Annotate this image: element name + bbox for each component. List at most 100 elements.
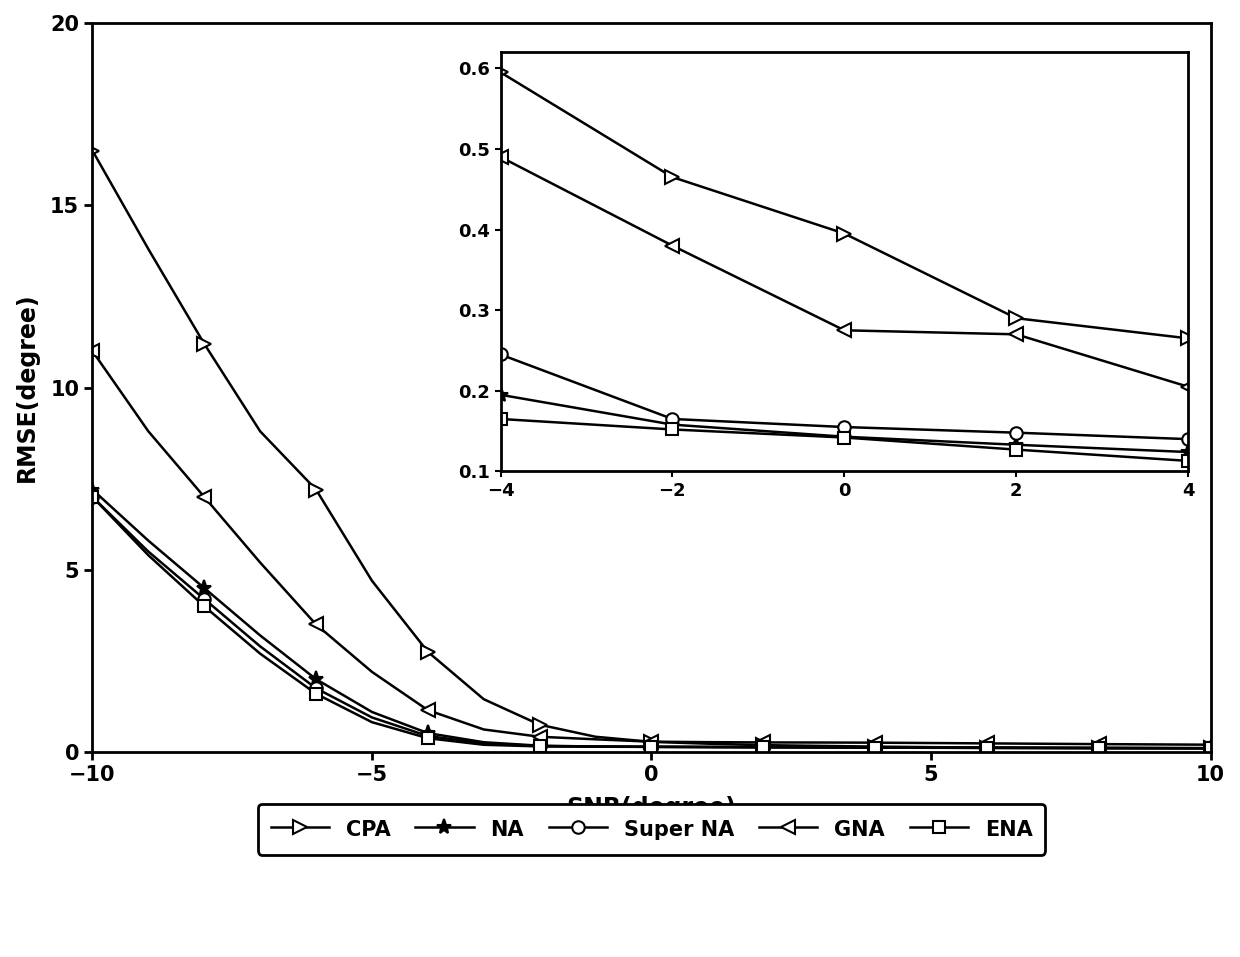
Super NA (1203, 743, 1218, 754)
ENA (309, 688, 324, 700)
NA (309, 674, 324, 685)
ENA (756, 742, 771, 753)
GNA (980, 738, 994, 749)
GNA (699, 736, 714, 747)
ENA (253, 648, 268, 659)
CPA (141, 243, 156, 255)
NA (588, 741, 603, 752)
GNA (86, 345, 100, 357)
Legend: CPA, NA, Super NA, GNA, ENA: CPA, NA, Super NA, GNA, ENA (258, 804, 1045, 855)
ENA (980, 743, 994, 754)
Super NA (924, 742, 939, 753)
CPA (309, 484, 324, 496)
GNA (1147, 739, 1162, 750)
CPA (588, 731, 603, 743)
CPA (420, 646, 435, 657)
CPA (699, 738, 714, 749)
CPA (980, 742, 994, 753)
Super NA (1147, 743, 1162, 754)
CPA (1091, 743, 1106, 754)
NA (699, 742, 714, 753)
CPA (253, 426, 268, 437)
NA (141, 535, 156, 546)
NA (1203, 743, 1218, 754)
CPA (1147, 743, 1162, 754)
NA (86, 484, 100, 496)
Line: Super NA: Super NA (87, 491, 1216, 754)
ENA (476, 739, 491, 750)
Super NA (1091, 743, 1106, 754)
CPA (86, 145, 100, 156)
NA (980, 742, 994, 753)
Super NA (365, 712, 379, 723)
Super NA (1035, 742, 1050, 753)
ENA (644, 741, 658, 752)
Super NA (141, 545, 156, 557)
CPA (365, 575, 379, 587)
Super NA (756, 742, 771, 753)
Line: NA: NA (84, 482, 1218, 756)
Super NA (644, 741, 658, 752)
ENA (1091, 743, 1106, 754)
ENA (699, 742, 714, 753)
ENA (1203, 743, 1218, 754)
Super NA (253, 640, 268, 652)
GNA (756, 737, 771, 748)
ENA (141, 549, 156, 561)
NA (924, 742, 939, 753)
Y-axis label: RMSE(degree): RMSE(degree) (15, 293, 38, 482)
CPA (476, 694, 491, 705)
GNA (588, 734, 603, 746)
GNA (253, 557, 268, 568)
Super NA (588, 741, 603, 752)
CPA (197, 338, 212, 349)
Super NA (812, 742, 827, 753)
ENA (532, 741, 547, 752)
GNA (420, 704, 435, 716)
ENA (924, 742, 939, 753)
CPA (532, 719, 547, 730)
GNA (812, 737, 827, 748)
Line: GNA: GNA (86, 345, 1218, 751)
Super NA (699, 741, 714, 752)
GNA (1035, 738, 1050, 749)
ENA (420, 732, 435, 744)
Super NA (980, 742, 994, 753)
NA (532, 740, 547, 751)
CPA (644, 736, 658, 747)
ENA (868, 742, 883, 753)
Line: CPA: CPA (86, 144, 1218, 755)
GNA (868, 737, 883, 748)
Super NA (476, 738, 491, 749)
X-axis label: SNR(degree): SNR(degree) (567, 796, 737, 820)
NA (365, 706, 379, 718)
CPA (868, 741, 883, 752)
CPA (756, 740, 771, 751)
NA (756, 742, 771, 753)
ENA (588, 741, 603, 752)
GNA (309, 619, 324, 631)
CPA (812, 740, 827, 751)
NA (644, 741, 658, 752)
ENA (86, 491, 100, 502)
NA (1035, 743, 1050, 754)
GNA (1091, 739, 1106, 750)
GNA (532, 731, 547, 743)
GNA (197, 491, 212, 502)
NA (253, 630, 268, 641)
ENA (197, 600, 212, 612)
ENA (365, 717, 379, 728)
GNA (924, 737, 939, 748)
ENA (1147, 743, 1162, 754)
GNA (476, 723, 491, 735)
Super NA (420, 730, 435, 742)
GNA (141, 426, 156, 437)
Line: ENA: ENA (87, 491, 1216, 754)
CPA (1203, 743, 1218, 754)
CPA (924, 742, 939, 753)
NA (197, 582, 212, 593)
ENA (812, 742, 827, 753)
NA (812, 742, 827, 753)
Super NA (532, 741, 547, 752)
GNA (365, 666, 379, 678)
